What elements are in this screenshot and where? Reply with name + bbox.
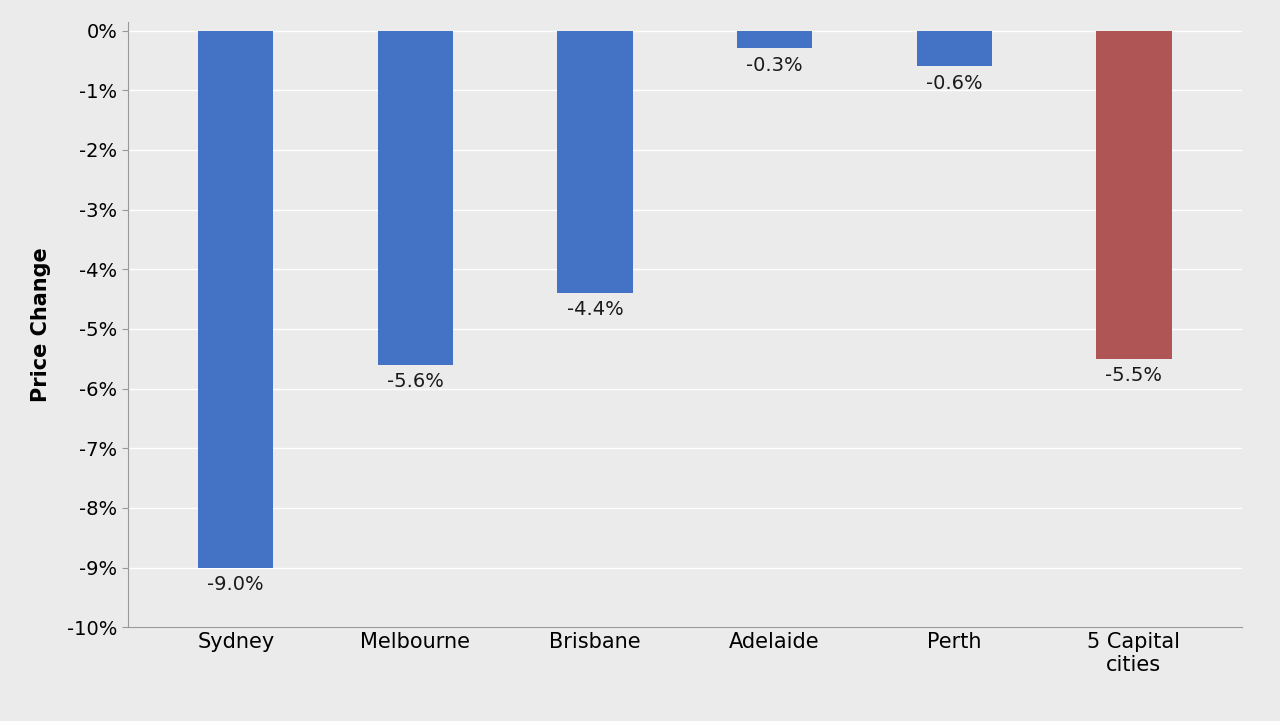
Bar <box>737 30 813 48</box>
Text: -5.6%: -5.6% <box>387 372 444 391</box>
Text: -0.6%: -0.6% <box>925 74 983 92</box>
Bar <box>198 30 274 567</box>
Bar <box>916 30 992 66</box>
Bar <box>1096 30 1171 359</box>
Text: -0.3%: -0.3% <box>746 56 803 75</box>
Text: -9.0%: -9.0% <box>207 575 264 594</box>
Y-axis label: Price Change: Price Change <box>31 247 50 402</box>
Text: -4.4%: -4.4% <box>567 300 623 319</box>
Bar <box>557 30 632 293</box>
Bar <box>378 30 453 365</box>
Text: -5.5%: -5.5% <box>1106 366 1162 385</box>
